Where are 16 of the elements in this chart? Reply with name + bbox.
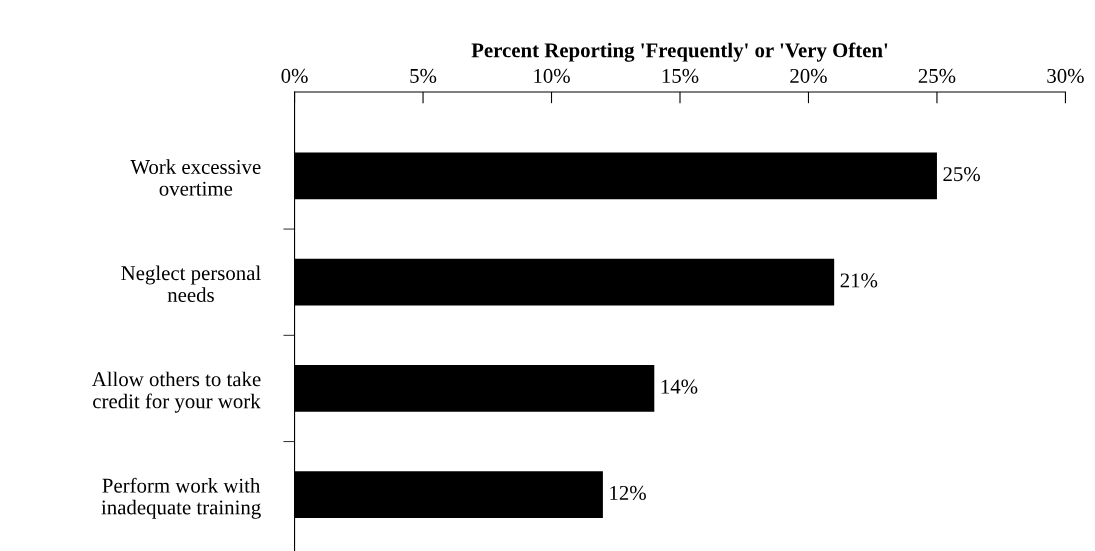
data-label: 12% xyxy=(610,485,646,500)
x-tick-label: 10% xyxy=(534,68,570,83)
y-tick-label: Work excessive overtime xyxy=(130,159,261,196)
y-tick-label: Perform work with inadequate training xyxy=(101,477,261,519)
y-tick-label: Neglect personal needs xyxy=(121,265,261,302)
x-tick-label: 15% xyxy=(662,68,699,83)
x-tick-label: 20% xyxy=(790,68,827,83)
x-axis-title: Percent Reporting 'Frequently' or 'Very Often' xyxy=(471,42,888,62)
data-label: 21% xyxy=(840,273,878,288)
data-label: 14% xyxy=(661,379,698,394)
data-label: 25% xyxy=(943,167,980,182)
x-tick-label: 25% xyxy=(918,68,956,83)
x-tick-label: 0% xyxy=(281,68,308,83)
y-tick-label: Allow others to take credit for your work xyxy=(91,371,261,413)
x-tick-label: 30% xyxy=(1047,68,1084,83)
x-tick-label: 5% xyxy=(410,68,437,83)
